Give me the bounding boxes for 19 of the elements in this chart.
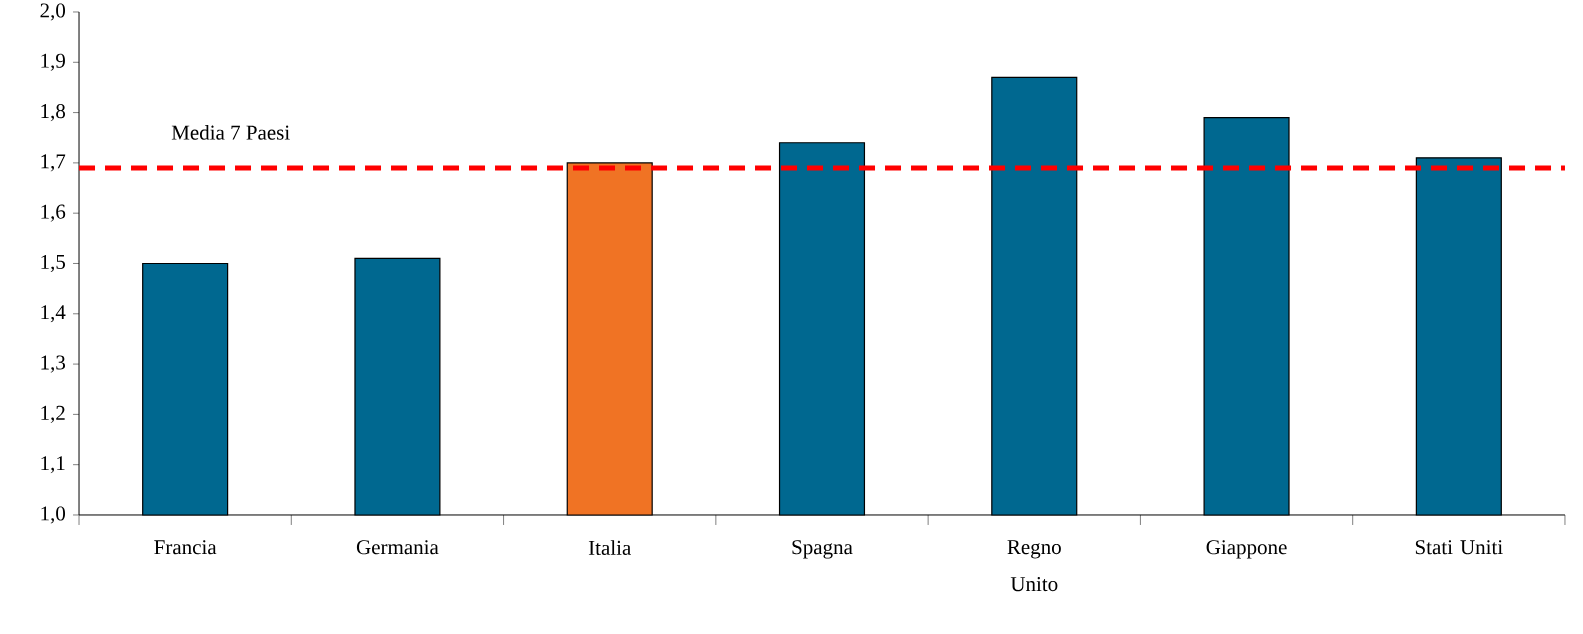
y-tick-label: 1,6 (41, 204, 66, 222)
y-tick-label: 1,5 (41, 254, 66, 273)
x-tick-label: Stati Uniti (1415, 540, 1503, 555)
x-tick-label: Francia (154, 540, 217, 555)
y-tick-label: 1,2 (41, 405, 65, 423)
x-tick-label: Giappone (1206, 540, 1287, 559)
y-tick-label: 1,0 (41, 506, 66, 524)
y-tick-label: 1,1 (41, 456, 65, 474)
y-tick-label: 1,9 (41, 53, 65, 71)
x-tick-label: Italia (588, 540, 632, 555)
y-tick-label: 1,4 (41, 305, 66, 323)
x-tick-label: Regno Unito (1007, 540, 1061, 592)
y-tick-label: 1,8 (41, 103, 66, 122)
y-tick-label: 2,0 (40, 3, 66, 21)
ref-line-label: Media 7 Paesi (171, 124, 290, 140)
y-tick-label: 1,7 (41, 154, 66, 172)
x-tick-label: Germania (356, 540, 439, 555)
y-tick-label: 1,3 (41, 355, 66, 373)
x-tick-label: Spagna (792, 540, 853, 559)
